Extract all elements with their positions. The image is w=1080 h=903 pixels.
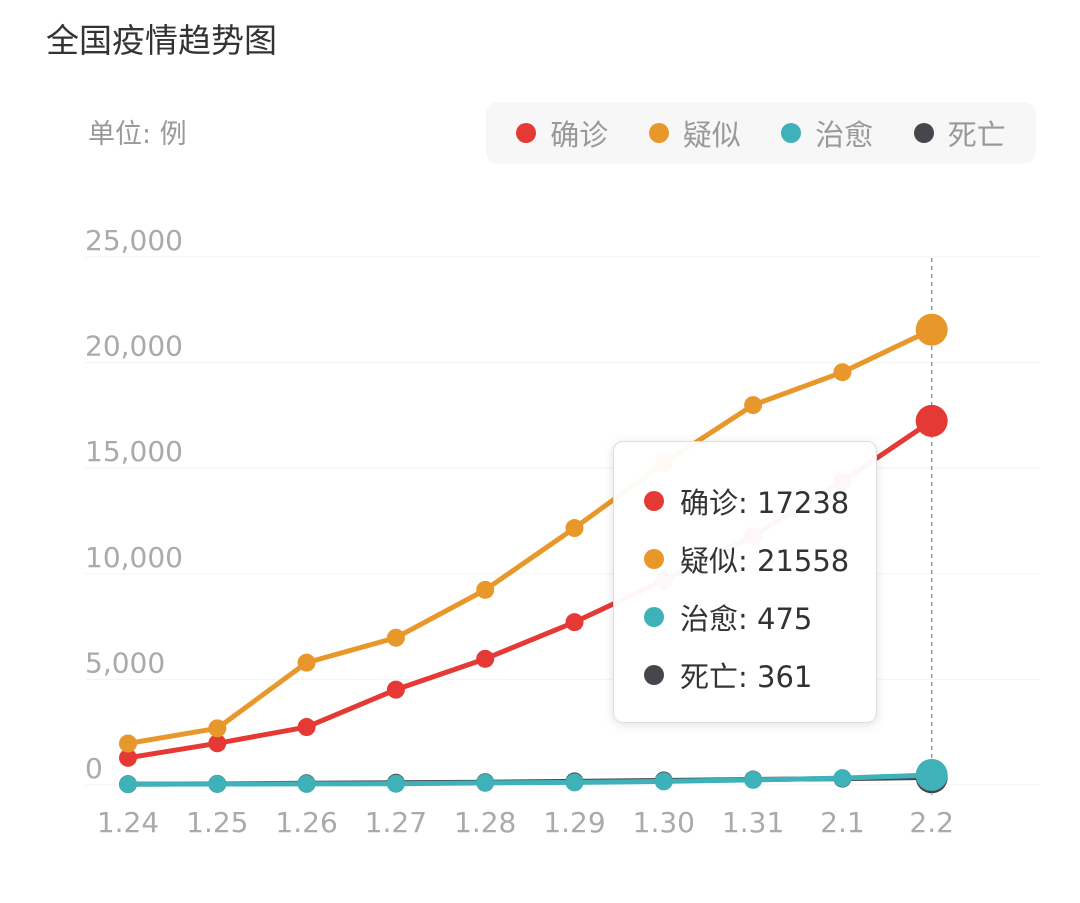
x-tick-label: 2.2 — [909, 806, 954, 839]
tooltip-dot-icon — [644, 491, 664, 511]
tooltip-dot-icon — [644, 665, 664, 685]
legend-dot-icon — [913, 123, 934, 143]
tooltip: 确诊: 17238 疑似: 21558 治愈: 475 死亡: 361 — [613, 441, 877, 723]
legend-label: 治愈 — [815, 118, 874, 152]
data-point — [833, 363, 852, 382]
legend-label: 确诊 — [550, 118, 609, 152]
data-point — [476, 773, 495, 792]
tooltip-label: 疑似: 21558 — [680, 544, 850, 578]
data-point — [386, 628, 405, 647]
tooltip-dot-icon — [644, 549, 664, 569]
tooltip-row: 疑似: 21558 — [644, 530, 876, 588]
data-point — [119, 775, 137, 794]
data-point — [565, 773, 584, 792]
y-tick-label: 25,000 — [85, 224, 183, 257]
unit-label: 单位: 例 — [88, 119, 187, 150]
data-point — [297, 774, 316, 793]
data-point — [476, 580, 495, 599]
data-point — [297, 653, 316, 672]
legend-dot-icon — [516, 123, 537, 143]
data-point — [208, 734, 227, 753]
y-tick-label: 15,000 — [85, 435, 183, 468]
legend-dot-icon — [648, 123, 669, 143]
page-title: 全国疫情趋势图 — [46, 21, 277, 60]
legend-item[interactable]: 治愈 — [781, 112, 873, 154]
data-point — [915, 758, 948, 791]
y-tick-label: 10,000 — [85, 541, 183, 574]
legend-item[interactable]: 死亡 — [913, 112, 1006, 154]
data-point — [565, 519, 584, 538]
x-tick-label: 1.26 — [275, 806, 337, 839]
data-point — [915, 404, 948, 437]
legend-label: 死亡 — [947, 118, 1006, 152]
tooltip-row: 治愈: 475 — [644, 588, 876, 646]
data-point — [119, 748, 137, 767]
x-tick-label: 1.24 — [97, 806, 159, 839]
tooltip-label: 确诊: 17238 — [680, 486, 850, 520]
legend-item[interactable]: 疑似 — [648, 112, 741, 154]
data-point — [386, 680, 405, 699]
data-point — [386, 774, 405, 793]
y-tick-label: 5,000 — [85, 646, 165, 679]
data-point — [476, 649, 495, 668]
x-tick-label: 1.25 — [186, 806, 248, 839]
series-line-治愈 — [127, 772, 932, 787]
x-tick-label: 1.31 — [722, 806, 784, 839]
x-tick-label: 1.27 — [365, 806, 427, 839]
tooltip-dot-icon — [644, 607, 664, 627]
tooltip-label: 死亡: 361 — [680, 660, 813, 694]
legend-dot-icon — [781, 123, 802, 143]
tooltip-label: 治愈: 475 — [680, 602, 813, 636]
data-point — [915, 313, 948, 346]
legend: 确诊 疑似 治愈 死亡 — [486, 102, 1036, 164]
data-point — [119, 734, 137, 753]
data-point — [833, 769, 852, 788]
series-line-疑似 — [127, 327, 933, 746]
data-point — [208, 719, 227, 738]
x-tick-label: 1.28 — [454, 806, 516, 839]
x-tick-label: 1.30 — [633, 806, 695, 839]
data-point — [654, 772, 673, 791]
legend-item[interactable]: 确诊 — [516, 112, 608, 154]
y-tick-label: 20,000 — [85, 330, 183, 363]
data-point — [744, 770, 763, 789]
legend-label: 疑似 — [682, 118, 741, 152]
data-point — [208, 774, 227, 793]
data-point — [744, 396, 763, 415]
y-tick-label: 0 — [85, 752, 103, 785]
x-tick-label: 2.1 — [820, 806, 865, 839]
data-point — [297, 718, 316, 737]
tooltip-row: 确诊: 17238 — [644, 472, 876, 530]
tooltip-row: 死亡: 361 — [644, 646, 876, 704]
x-tick-label: 1.29 — [543, 806, 605, 839]
data-point — [565, 613, 584, 632]
